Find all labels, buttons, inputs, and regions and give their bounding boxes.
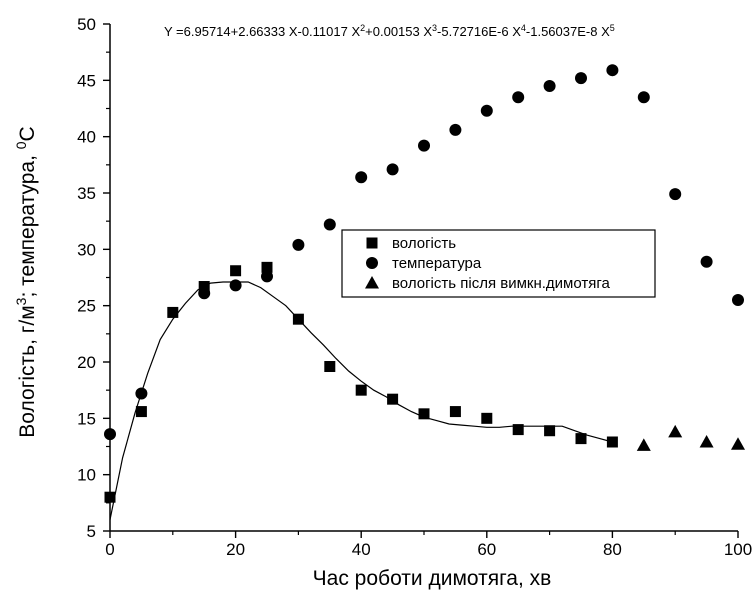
point-humidity-after	[668, 424, 683, 438]
x-axis-title: Час роботи димотяга, хв	[313, 567, 552, 590]
point-temperature	[261, 270, 273, 283]
equation-part: -1.56037E-8 X	[526, 24, 610, 39]
y-axis-title-part: 0	[13, 141, 29, 149]
point-humidity-after	[636, 438, 651, 451]
point-temperature	[575, 72, 587, 85]
point-temperature	[732, 294, 744, 307]
legend: вологість температура вологість після вимк…	[341, 229, 656, 298]
point-temperature	[669, 188, 682, 201]
point-humidity	[198, 281, 210, 293]
point-temperature	[637, 91, 650, 104]
x-tick-label: 20	[226, 540, 245, 559]
x-tick-label: 100	[724, 540, 752, 559]
legend-items: вологість температура вологість після вимк…	[365, 235, 610, 292]
point-humidity	[355, 384, 367, 396]
y-tick-label: 20	[77, 353, 96, 372]
point-humidity	[606, 436, 618, 448]
point-temperature	[198, 287, 211, 300]
legend-marker-humidity-after	[365, 276, 379, 289]
point-temperature	[480, 104, 493, 117]
point-humidity	[481, 412, 493, 424]
point-humidity	[261, 261, 273, 273]
point-humidity-after	[731, 437, 745, 450]
point-temperature	[135, 387, 148, 400]
equation-superscript: 2	[360, 23, 365, 33]
point-temperature	[355, 171, 368, 184]
y-axis-title-part: ; температура,	[16, 149, 39, 297]
legend-marker-temperature	[366, 257, 378, 269]
point-humidity	[167, 306, 179, 318]
legend-marker-humidity	[366, 237, 378, 249]
y-tick-label: 25	[77, 297, 96, 316]
y-tick-label: 30	[77, 240, 96, 259]
point-humidity	[387, 393, 399, 405]
y-tick-label: 45	[77, 71, 96, 90]
data-points	[104, 64, 745, 503]
point-temperature	[104, 428, 116, 441]
point-temperature	[229, 279, 242, 292]
legend-box	[341, 229, 656, 298]
point-humidity-after	[699, 434, 714, 448]
legend-label-temperature: температура	[392, 255, 482, 272]
point-temperature	[700, 255, 713, 268]
point-humidity	[230, 265, 242, 277]
x-tick-label: 80	[603, 540, 622, 559]
point-humidity	[324, 361, 336, 373]
y-tick-label: 40	[77, 128, 96, 147]
y-tick-label: 10	[77, 466, 96, 485]
y-axis-title-part: C	[16, 126, 39, 141]
x-tick-label: 40	[352, 540, 371, 559]
fit-line	[109, 281, 613, 520]
y-axis-title-part: Вологість, г/м	[16, 305, 39, 437]
y-tick-label: 50	[77, 15, 96, 34]
point-humidity	[575, 433, 587, 445]
x-tick-label: 0	[105, 540, 114, 559]
tick-marks	[103, 23, 739, 538]
y-tick-label: 15	[77, 409, 96, 428]
legend-label-humidity-after: вологість після вимкн.димотяга	[392, 275, 610, 292]
y-tick-label: 5	[87, 522, 96, 541]
y-axis-title: Вологість, г/м3; температура, 0C	[13, 126, 39, 437]
fit-equation: Y =6.95714+2.66333 X-0.11017 X2+0.00153 …	[164, 23, 615, 39]
point-temperature	[323, 218, 336, 231]
point-temperature	[512, 91, 525, 104]
point-humidity	[418, 408, 430, 420]
point-temperature	[292, 238, 305, 251]
equation-part: Y =6.95714+2.66333 X-0.11017 X	[164, 24, 360, 39]
point-temperature	[543, 79, 556, 92]
legend-label-humidity: вологість	[392, 235, 456, 252]
point-temperature	[418, 139, 430, 152]
fit-line-group	[109, 281, 613, 520]
equation-part: -5.72716E-6 X	[437, 24, 521, 39]
point-humidity	[292, 313, 304, 325]
x-tick-label: 60	[477, 540, 496, 559]
point-humidity	[104, 491, 116, 503]
point-temperature	[449, 123, 462, 136]
equation-superscript: 3	[432, 23, 437, 33]
point-humidity	[512, 424, 524, 436]
point-humidity	[135, 406, 147, 418]
point-temperature	[386, 163, 399, 176]
point-humidity	[449, 406, 461, 418]
equation-part: +0.00153 X	[365, 24, 432, 39]
y-tick-label: 35	[77, 184, 96, 203]
equation-superscript: 4	[521, 23, 526, 33]
point-temperature	[606, 64, 619, 77]
y-axis-title-part: 3	[13, 297, 29, 305]
equation-superscript: 5	[610, 23, 615, 33]
point-humidity	[544, 425, 556, 437]
